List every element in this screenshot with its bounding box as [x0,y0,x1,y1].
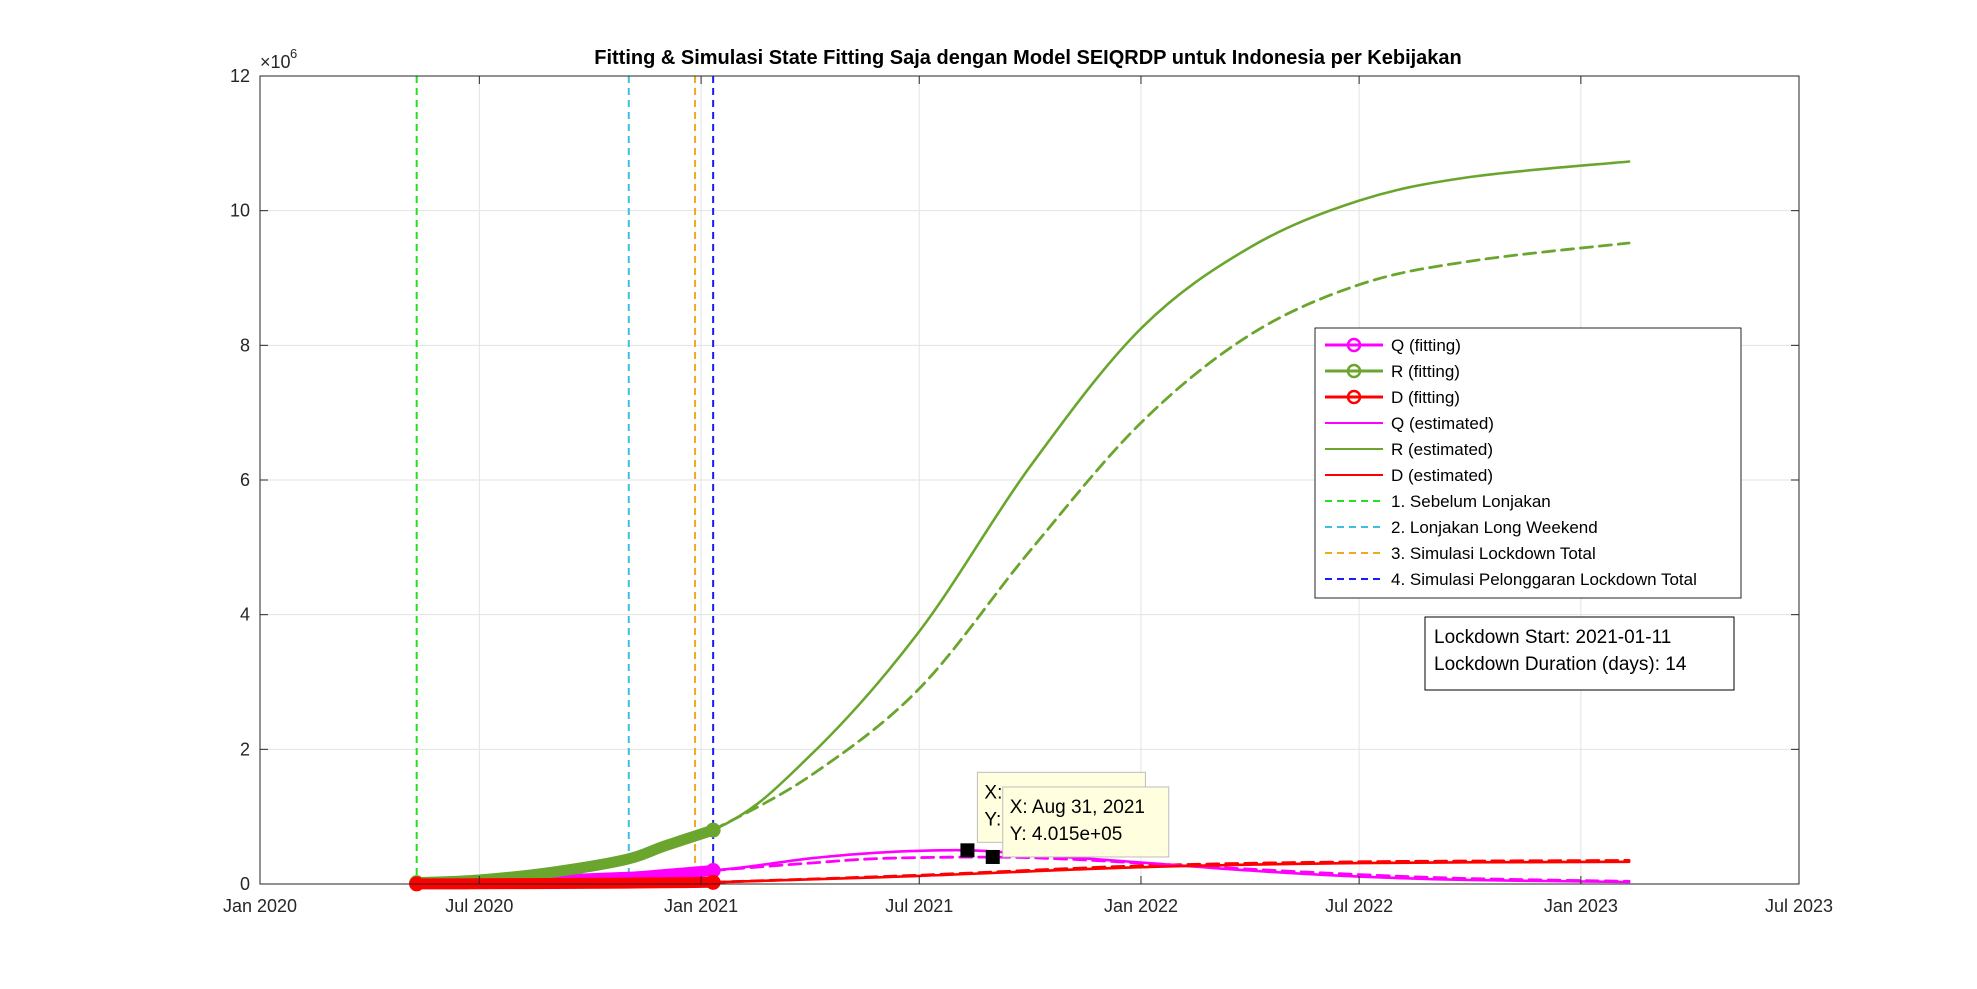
fitting-marker [705,822,721,838]
legend-box [1314,327,1742,599]
x-tick-label: Jan 2022 [1104,896,1178,916]
legend-entry: D (fitting) [1391,388,1460,407]
legend-entry: R (estimated) [1391,440,1493,459]
legend-marker [1346,389,1362,405]
y-tick-label: 6 [240,470,250,490]
chart-title: Fitting & Simulasi State Fitting Saja de… [594,47,1462,69]
series-group [409,160,1631,892]
legend-entry: 2. Lonjakan Long Weekend [1391,518,1598,537]
y-tick-label: 10 [230,201,250,221]
fitting-marker [705,874,721,890]
y-tick-label: 2 [240,739,250,759]
y-tick-label: 12 [230,66,250,86]
annotation-box [1424,616,1735,691]
x-tick-label: Jan 2021 [664,896,738,916]
legend-marker [1346,337,1362,353]
annotation-line-1: Lockdown Start: 2021-01-11 [1434,627,1671,648]
x-tick-label: Jul 2022 [1325,896,1393,916]
x-tick-label: Jul 2021 [885,896,953,916]
x-tick-label: Jul 2023 [1765,896,1833,916]
datatip-marker [985,849,1000,864]
y-tick-label: 4 [240,605,250,625]
datatip-x-label: X: Aug 31, 2021 [1010,797,1145,818]
policy-lines [415,76,715,884]
legend-entry: 1. Sebelum Lonjakan [1391,492,1551,511]
simulated-6aa62e-line [711,241,1631,832]
y-multiplier-base: ×10 [260,52,291,72]
legend-entry: R (fitting) [1391,362,1460,381]
datatip-x-label: X: [984,782,1002,803]
legend-entry: Q (fitting) [1391,336,1461,355]
x-tick-label: Jan 2023 [1544,896,1618,916]
y-axis-multiplier: ×10 6 [260,46,297,72]
y-multiplier-exponent: 6 [290,46,297,61]
ticks: Jan 2020 Jul 2020 Jan 2021 Jul 2021 Jan 2022… [223,66,1833,916]
annotation-line-2: Lockdown Duration (days): 14 [1434,654,1687,675]
datatip-marker [960,843,975,858]
lockdown-annotation: Lockdown Start: 2021-01-11 Lockdown Dura… [1424,616,1735,691]
legend-marker [1346,363,1362,379]
datatip-y-label: Y: [984,809,1001,830]
datatips: X: Y: X: Aug 31, 2021 Y: 4.015e+05 [960,771,1170,864]
y-tick-label: 8 [240,335,250,355]
legend-entry: Q (estimated) [1391,414,1494,433]
legend-entry: 4. Simulasi Pelonggaran Lockdown Total [1391,570,1697,589]
datatip-box [1002,786,1170,858]
legend-entry: 3. Simulasi Lockdown Total [1391,544,1596,563]
x-tick-label: Jan 2020 [223,896,297,916]
legend: Q (fitting) R (fitting) D (fitting) Q (esti… [1314,327,1742,599]
x-tick-label: Jul 2020 [445,896,513,916]
y-tick-label: 0 [240,874,250,894]
legend-entry: D (estimated) [1391,466,1493,485]
datatip-y-label: Y: 4.015e+05 [1010,824,1123,845]
